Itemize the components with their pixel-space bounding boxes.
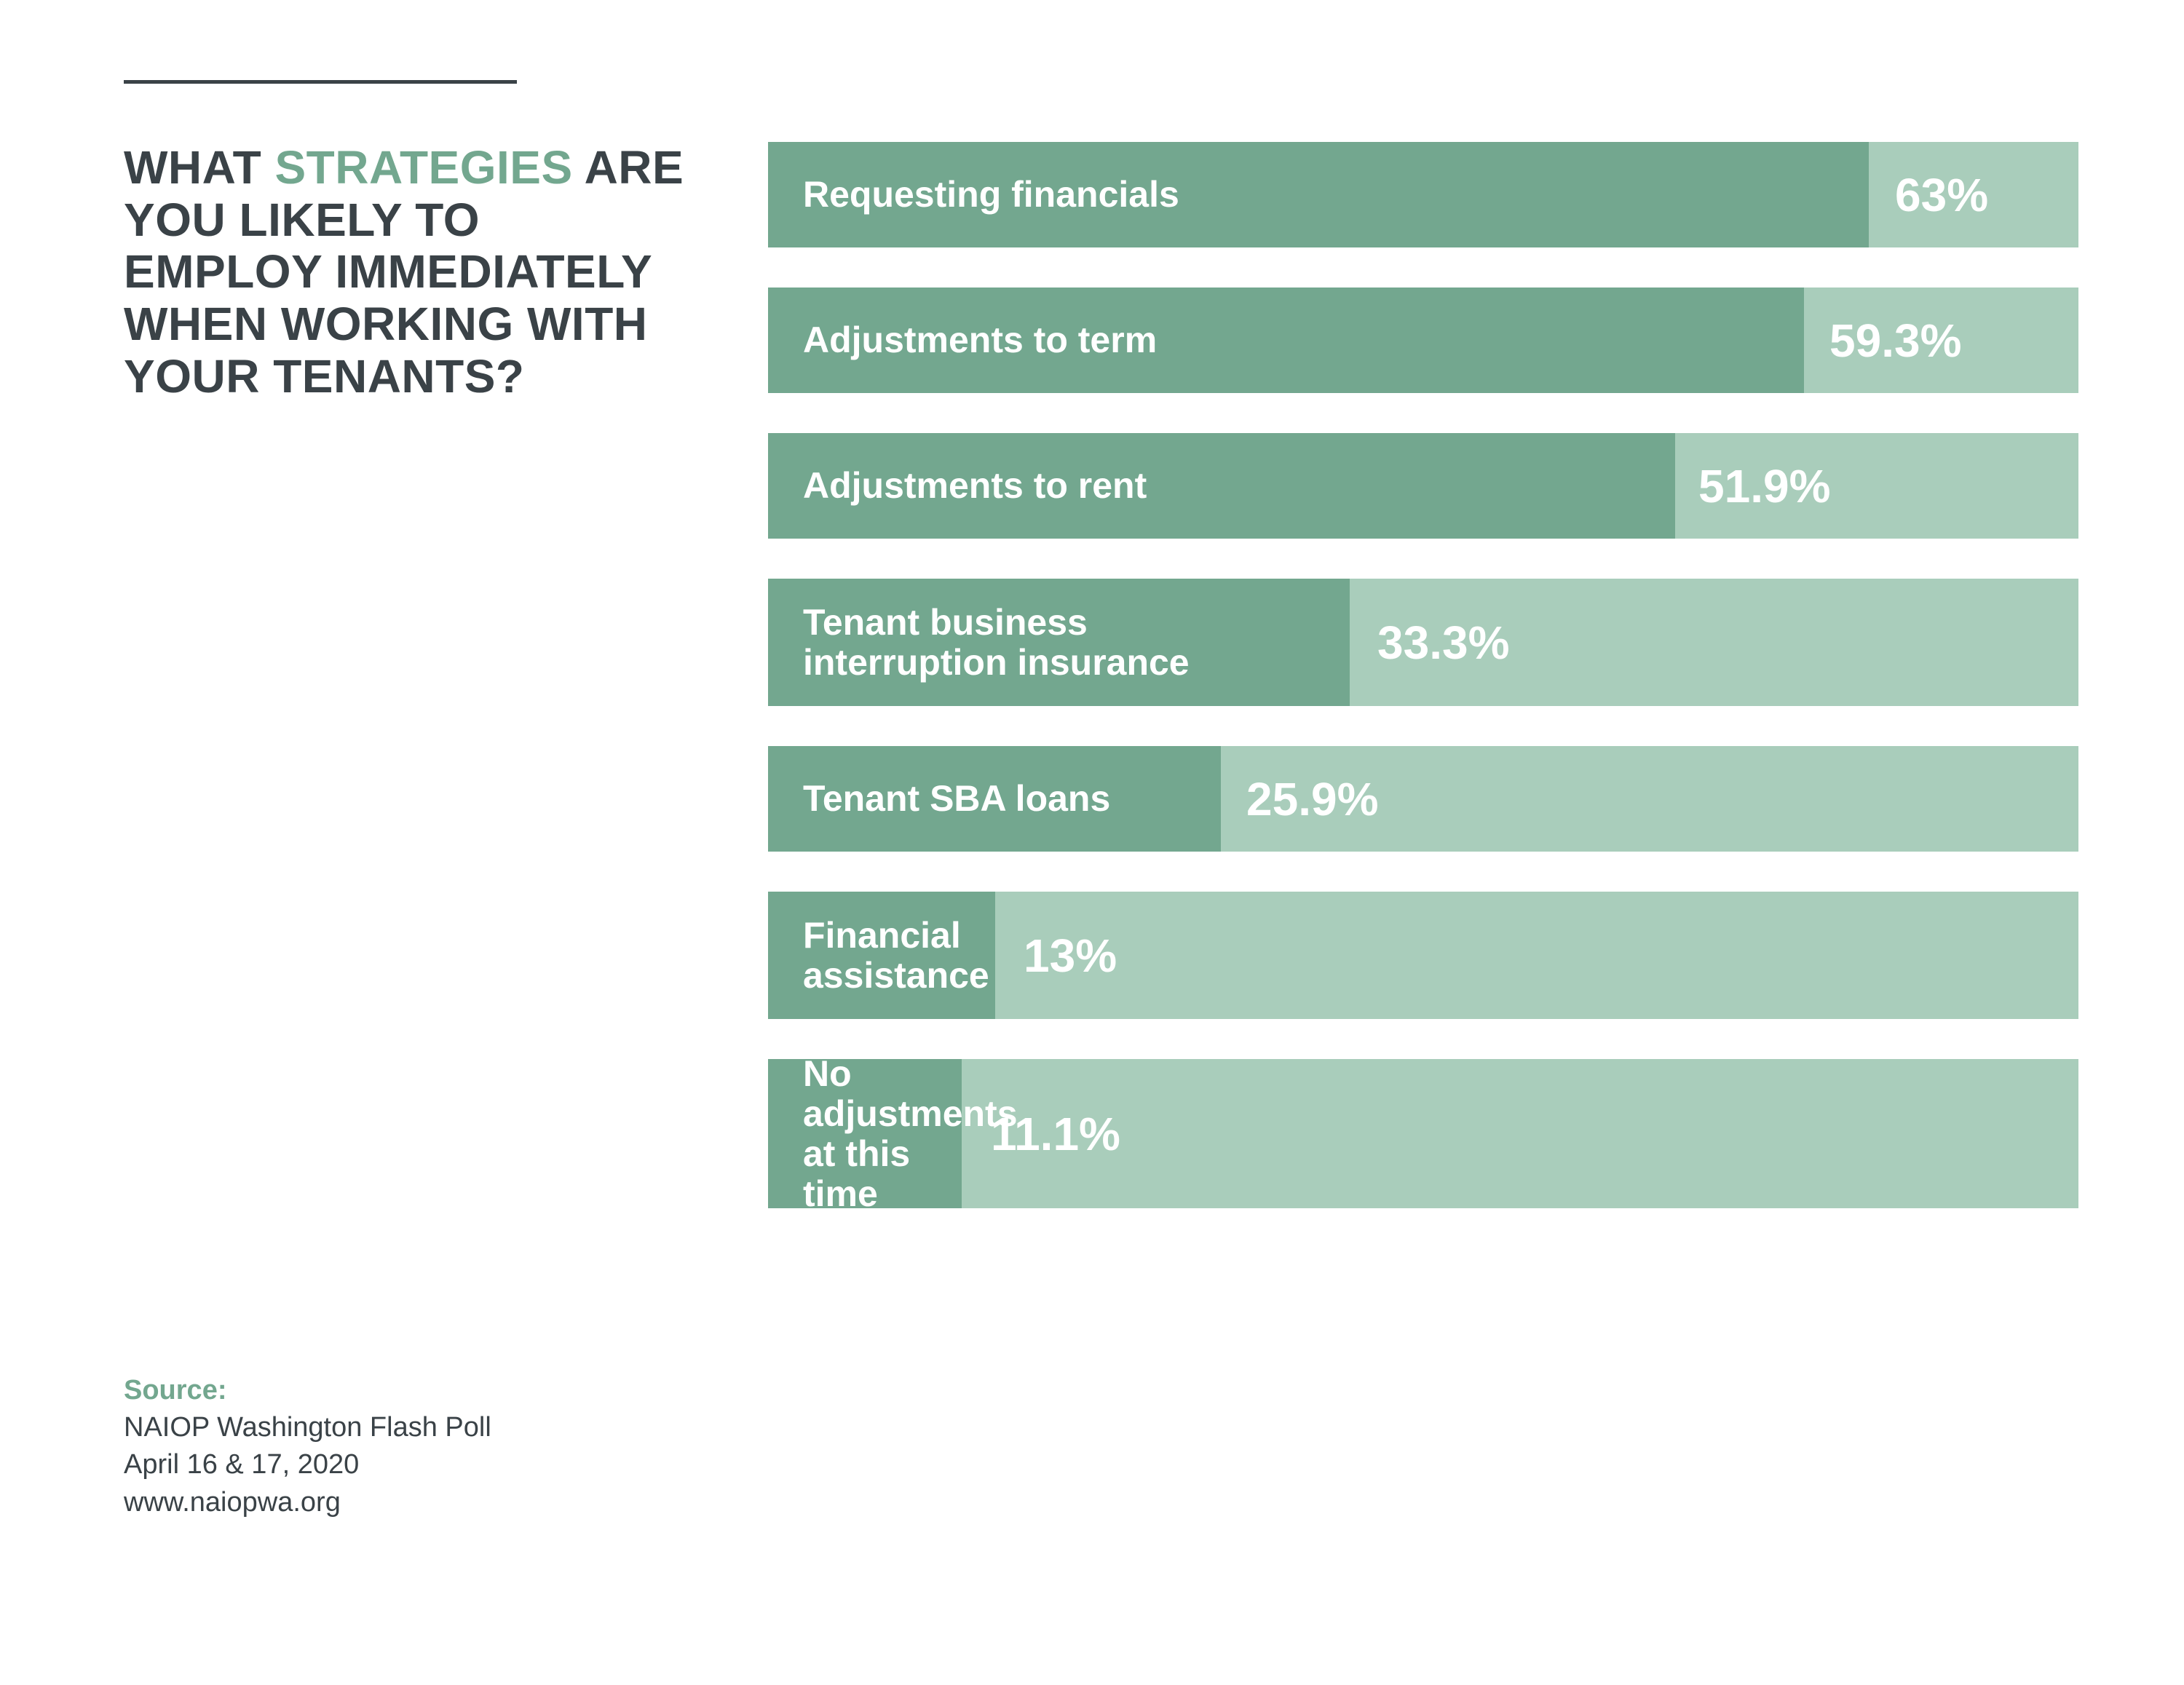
bar-label: Tenant SBA loans — [768, 779, 1220, 819]
source-label: Source: — [124, 1372, 491, 1409]
bar-row: Noadjustmentsat this time11.1% — [768, 1059, 2078, 1208]
bar-value: 25.9% — [1220, 772, 1378, 826]
headline-accent: STRATEGIES — [274, 141, 572, 194]
header-rule — [124, 80, 517, 84]
source-line-2: April 16 & 17, 2020 — [124, 1446, 491, 1483]
bar-label: Requesting financials — [768, 175, 1869, 215]
bar-value: 33.3% — [1351, 616, 1509, 670]
bar-track: Noadjustmentsat this time11.1% — [768, 1059, 2078, 1208]
bar-value: 59.3% — [1803, 314, 1961, 368]
left-column: WHAT STRATEGIES ARE YOU LIKELY TO EMPLOY… — [124, 80, 684, 403]
bar-row: Requesting financials63% — [768, 142, 2078, 247]
page: WHAT STRATEGIES ARE YOU LIKELY TO EMPLOY… — [0, 0, 2184, 1685]
bar-row: Tenant SBA loans25.9% — [768, 746, 2078, 852]
bar-value: 13% — [997, 929, 1117, 983]
bar-label: Financialassistance — [768, 916, 997, 996]
bar-value: 11.1% — [965, 1107, 1120, 1161]
headline-pre: WHAT — [124, 141, 274, 194]
bar-row: Adjustments to rent51.9% — [768, 433, 2078, 539]
bar-row: Adjustments to term59.3% — [768, 288, 2078, 393]
bar-label: Noadjustmentsat this time — [768, 1054, 965, 1214]
bar-track: Financialassistance13% — [768, 892, 2078, 1019]
bar-track: Requesting financials63% — [768, 142, 2078, 247]
source-block: Source: NAIOP Washington Flash Poll Apri… — [124, 1372, 491, 1521]
bar-track: Adjustments to rent51.9% — [768, 433, 2078, 539]
bar-label: Adjustments to term — [768, 320, 1803, 360]
source-line-1: NAIOP Washington Flash Poll — [124, 1409, 491, 1446]
bar-row: Financialassistance13% — [768, 892, 2078, 1019]
bar-label: Adjustments to rent — [768, 466, 1672, 506]
bar-track: Adjustments to term59.3% — [768, 288, 2078, 393]
bar-track: Tenant businessinterruption insurance33.… — [768, 579, 2078, 706]
strategies-chart: Requesting financials63% Adjustments to t… — [768, 142, 2078, 1248]
headline: WHAT STRATEGIES ARE YOU LIKELY TO EMPLOY… — [124, 142, 684, 403]
bar-value: 63% — [1869, 168, 1988, 222]
bar-label: Tenant businessinterruption insurance — [768, 603, 1351, 683]
bar-value: 51.9% — [1672, 459, 1830, 513]
bar-track: Tenant SBA loans25.9% — [768, 746, 2078, 852]
source-line-3: www.naiopwa.org — [124, 1484, 491, 1521]
bar-row: Tenant businessinterruption insurance33.… — [768, 579, 2078, 706]
